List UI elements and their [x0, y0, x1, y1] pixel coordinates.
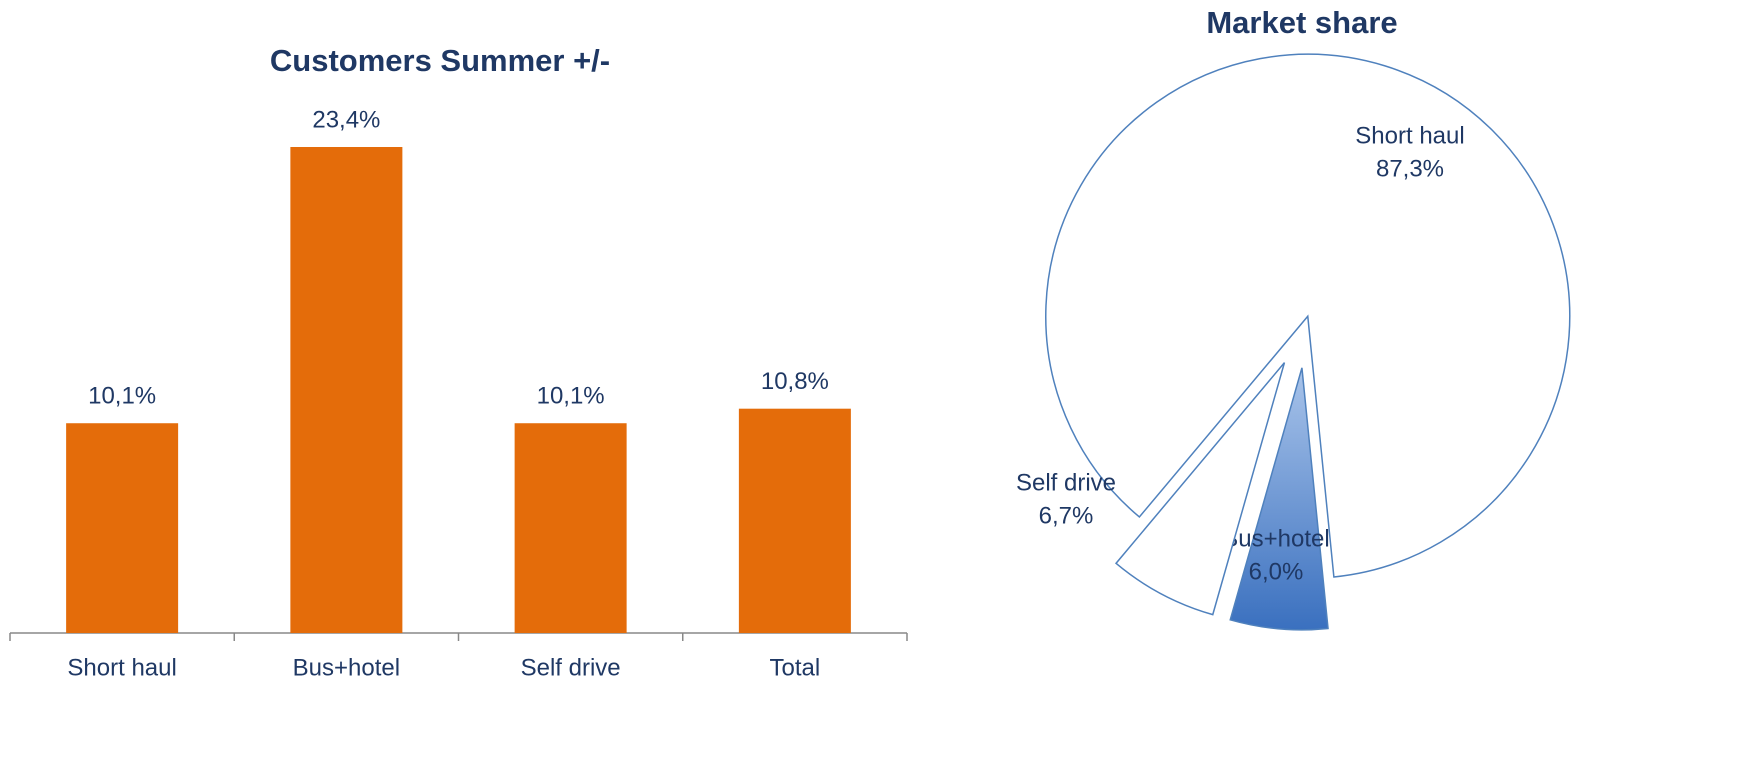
x-tick-label: Bus+hotel	[293, 654, 400, 681]
value-label: 10,1%	[88, 383, 156, 410]
pie-slice	[1114, 362, 1286, 616]
value-label: 23,4%	[312, 106, 380, 133]
slice-value-label: 6,0%	[1249, 558, 1304, 585]
pie-title: Market share	[1206, 5, 1397, 40]
bar	[738, 408, 851, 633]
x-tick-label: Short haul	[67, 654, 176, 681]
slice-label: Self drive	[1016, 469, 1116, 496]
x-tick-label: Total	[770, 654, 821, 681]
value-label: 10,8%	[761, 368, 829, 395]
bar-title: Customers Summer +/-	[270, 43, 610, 78]
bar	[66, 423, 179, 633]
pie-slice	[1045, 53, 1571, 578]
value-label: 10,1%	[537, 383, 605, 410]
slice-value-label: 87,3%	[1376, 155, 1444, 182]
bar	[514, 423, 627, 633]
slice-value-label: 6,7%	[1039, 502, 1094, 529]
slice-label: Bus+hotel	[1222, 525, 1329, 552]
x-tick-label: Self drive	[521, 654, 621, 681]
pie-slice	[1229, 367, 1329, 631]
bar	[290, 147, 403, 633]
slice-label: Short haul	[1355, 122, 1464, 149]
